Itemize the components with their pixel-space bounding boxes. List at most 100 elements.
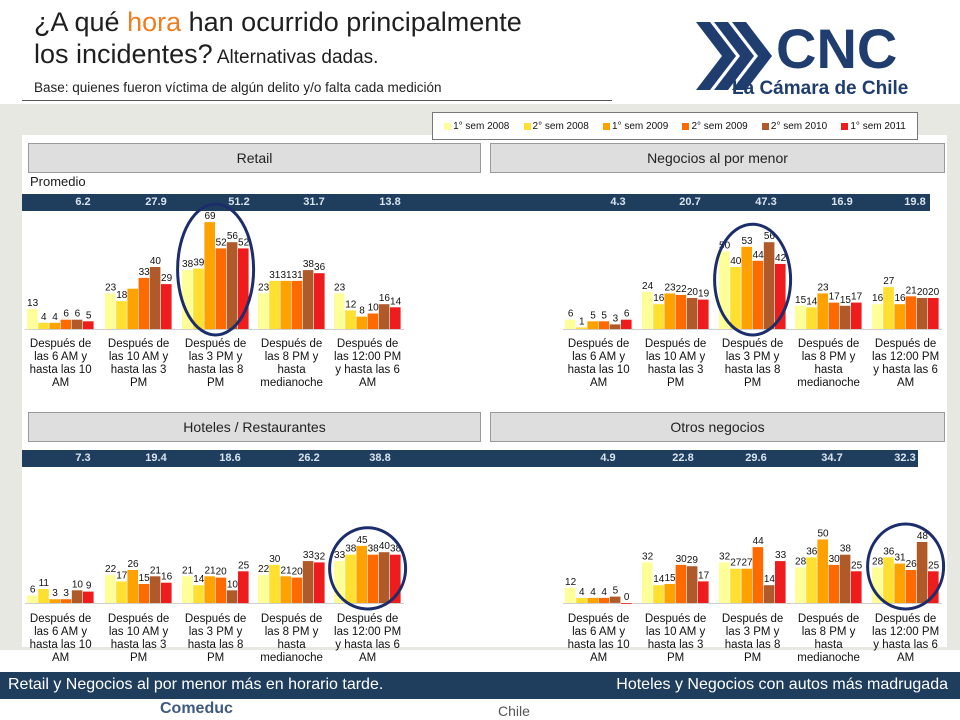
category-label-line: las 10 AM y	[109, 351, 169, 363]
data-label: 6	[568, 309, 574, 320]
bar	[226, 590, 238, 603]
bar	[291, 577, 303, 603]
data-label: 12	[565, 577, 577, 588]
category-label-line: hasta las 10	[568, 364, 630, 376]
bar	[105, 575, 116, 603]
bar	[226, 242, 238, 329]
legend-label: 1° sem 2008	[453, 120, 510, 132]
data-label: 21	[182, 565, 194, 576]
data-label: 4	[579, 587, 585, 598]
average-value: 4.9	[600, 452, 616, 464]
category-label-line: AM	[897, 652, 914, 664]
data-label: 20	[928, 287, 940, 298]
footer-right-text: Hoteles y Negocios con autos más madruga…	[616, 676, 948, 693]
category-label-line: hasta las 10	[568, 639, 630, 651]
category-label: Después de las 8 PM y hasta medianoche	[797, 613, 860, 664]
bar	[27, 595, 38, 603]
category-label-line: Después de	[645, 338, 706, 350]
bar	[204, 222, 215, 330]
bar	[334, 293, 345, 329]
logo-text: CNC	[776, 17, 897, 80]
category-label-line: Después de	[30, 338, 91, 350]
bar	[27, 308, 38, 330]
bar	[664, 293, 675, 329]
bar	[49, 322, 60, 329]
data-label: 45	[356, 535, 368, 546]
average-value: 38.8	[369, 452, 391, 464]
data-label: 4	[590, 587, 596, 598]
category-label-line: hasta las 10	[30, 364, 92, 376]
bar	[269, 280, 280, 329]
data-label: 4	[41, 312, 47, 323]
bar	[839, 305, 851, 330]
data-label: 27	[741, 558, 753, 569]
average-value: 16.9	[831, 196, 853, 208]
category-label: Después de las 12:00 PM y hasta las 6 AM	[872, 338, 939, 389]
data-label: 38	[390, 544, 402, 555]
data-label: 4	[601, 587, 607, 598]
data-label: 10	[72, 579, 84, 590]
data-label: 25	[928, 560, 940, 571]
bar	[730, 568, 741, 603]
data-label: 15	[795, 295, 807, 306]
panel-header-negocios: Negocios al por menor	[490, 143, 945, 173]
bar	[576, 597, 587, 603]
bar	[894, 304, 905, 329]
panel-header-retail: Retail	[28, 143, 481, 173]
category-label-line: PM	[130, 652, 147, 664]
data-label: 32	[314, 551, 326, 562]
category-label-line: hasta las 3	[648, 364, 704, 376]
data-label: 31	[269, 270, 281, 281]
data-label: 19	[698, 289, 710, 300]
data-label: 22	[105, 564, 117, 575]
legend-swatch	[761, 122, 769, 130]
category-label-line: hasta las 8	[725, 639, 781, 651]
bar	[686, 566, 698, 603]
average-value: 32.3	[894, 452, 916, 464]
data-label: 36	[314, 262, 326, 273]
bar	[763, 242, 775, 329]
category-label: Después de las 8 PM y hasta medianoche	[797, 338, 860, 389]
data-label: 11	[39, 578, 50, 589]
bar	[161, 284, 172, 330]
data-label: 14	[390, 296, 402, 307]
category-label: Después de las 6 AM y hasta las 10 AM	[568, 338, 630, 389]
data-label: 20	[687, 287, 699, 298]
category-label: Después de las 12:00 PM y hasta las 6 AM	[334, 338, 401, 389]
bar	[38, 322, 49, 329]
bar	[763, 585, 775, 603]
data-label: 53	[741, 236, 753, 247]
data-label: 29	[161, 273, 173, 284]
data-label: 23	[817, 282, 829, 293]
category-label-line: AM	[590, 377, 607, 389]
category-label-line: hasta las 8	[188, 364, 244, 376]
promedio-label: Promedio	[30, 174, 86, 189]
average-value: 19.4	[145, 452, 167, 464]
logo-stripes-icon	[696, 22, 772, 90]
bar	[741, 246, 752, 329]
legend-label: 2° sem 2008	[532, 120, 589, 132]
data-label: 33	[139, 267, 151, 278]
category-label-line: Después de	[722, 338, 783, 350]
bar	[928, 571, 939, 604]
category-label-line: Después de	[875, 338, 936, 350]
category-label: Después de las 6 AM y hasta las 10 AM	[568, 613, 630, 664]
bar	[795, 305, 806, 330]
bar	[686, 298, 698, 329]
bar	[642, 291, 653, 329]
bar	[105, 293, 116, 329]
legend-swatch	[841, 122, 849, 130]
data-label: 6	[75, 309, 81, 320]
data-label: 40	[379, 541, 391, 552]
data-label: 13	[27, 298, 39, 309]
data-label: 33	[775, 550, 787, 561]
category-label-line: Después de	[108, 613, 169, 625]
legend-swatch	[682, 122, 690, 130]
category-label-line: las 3 PM y	[726, 626, 780, 638]
category-label-line: PM	[667, 652, 684, 664]
data-label: 26	[127, 559, 139, 570]
data-label: 17	[116, 570, 128, 581]
base-note: Base: quienes fueron víctima de algún de…	[34, 80, 442, 95]
data-label: 16	[161, 572, 173, 583]
data-label: 5	[613, 586, 619, 597]
